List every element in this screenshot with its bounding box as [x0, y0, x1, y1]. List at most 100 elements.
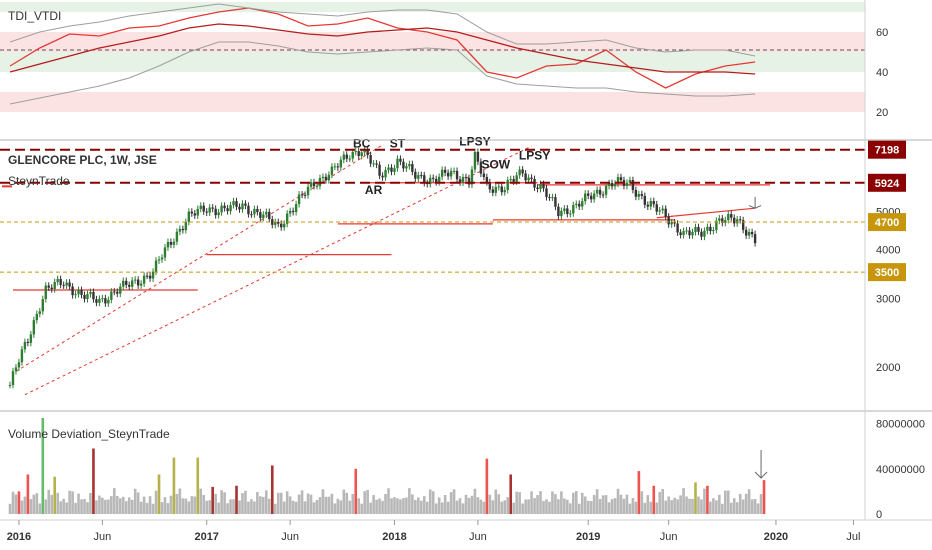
tdi-zone	[0, 52, 865, 72]
volume-bar	[667, 496, 670, 514]
candle-body	[92, 291, 95, 300]
volume-bar	[723, 490, 727, 514]
volume-tick-label: 0	[876, 509, 882, 521]
candle-body	[482, 173, 486, 177]
candle-body	[62, 284, 65, 286]
volume-bar	[533, 498, 536, 514]
volume-bar	[11, 491, 15, 514]
volume-bar	[685, 496, 688, 514]
volume-bar	[327, 496, 331, 514]
volume-bar	[500, 501, 504, 514]
candle-body	[387, 167, 390, 171]
wyckoff-label: AR	[365, 183, 383, 197]
candle-body	[736, 219, 739, 224]
candle-body	[101, 298, 104, 300]
volume-bar	[488, 494, 492, 514]
candle-body	[461, 177, 465, 183]
volume-bar	[458, 498, 462, 514]
candle-body	[235, 201, 238, 207]
volume-bar	[706, 485, 709, 514]
volume-bar	[753, 498, 757, 514]
candle-body	[238, 206, 241, 210]
volume-bar	[402, 498, 405, 514]
volume-bar	[20, 500, 24, 514]
candle-body	[545, 188, 548, 198]
candle-body	[518, 169, 521, 176]
volume-bar	[303, 501, 307, 514]
candle-body	[625, 182, 629, 186]
candle-body	[536, 187, 539, 189]
volume-bar	[71, 491, 74, 514]
volume-bar	[330, 493, 334, 514]
candle-body	[11, 371, 15, 386]
wyckoff-label: BC	[353, 136, 371, 150]
volume-bar	[419, 500, 423, 514]
candle-body	[432, 177, 435, 179]
candle-body	[29, 334, 33, 343]
volume-bar	[461, 503, 465, 514]
volume-bar	[580, 492, 584, 514]
candle-body	[208, 207, 211, 213]
volume-bar	[452, 489, 456, 514]
volume-bar	[309, 494, 313, 514]
volume-bar	[762, 480, 766, 514]
candle-body	[47, 285, 50, 288]
volume-bar	[408, 488, 411, 514]
volume-panel-title: Volume Deviation_SteynTrade	[8, 427, 170, 441]
volume-bar	[396, 498, 399, 514]
candle-body	[429, 177, 432, 185]
candle-body	[321, 176, 325, 179]
candle-body	[521, 169, 524, 174]
candle-body	[485, 176, 489, 183]
tdi-tick-label: 40	[876, 67, 888, 79]
price-tag-box	[868, 173, 906, 192]
candle-body	[679, 232, 682, 235]
candle-body	[578, 203, 581, 207]
candle-body	[312, 182, 316, 187]
volume-bar	[324, 496, 328, 514]
candle-body	[184, 221, 188, 231]
candle-body	[128, 284, 131, 287]
tdi-tick-label: 60	[876, 27, 888, 39]
candle-body	[56, 278, 59, 282]
candle-body	[464, 177, 468, 179]
volume-bar	[437, 497, 441, 514]
volume-bar	[729, 502, 733, 514]
volume-bar	[115, 496, 119, 514]
volume-bar	[333, 503, 337, 514]
candle-body	[250, 214, 253, 216]
candle-body	[14, 367, 18, 372]
volume-bar	[697, 496, 700, 514]
price-tag-box	[868, 140, 906, 159]
channel-upper-line	[15, 144, 383, 372]
candle-body	[494, 187, 498, 193]
volume-bar	[291, 500, 295, 514]
volume-bar	[700, 499, 703, 514]
volume-bar	[68, 490, 71, 514]
volume-bar	[315, 499, 319, 514]
candle-body	[297, 194, 301, 205]
candle-body	[581, 201, 584, 207]
candle-body	[703, 230, 706, 237]
candle-body	[220, 205, 223, 213]
volume-bar	[485, 458, 489, 514]
volume-bar	[616, 488, 620, 514]
volume-bar	[288, 496, 292, 514]
volume-bar	[208, 500, 211, 514]
candle-body	[390, 167, 393, 172]
volume-bar	[661, 488, 665, 514]
volume-bar	[527, 499, 530, 514]
candle-body	[369, 155, 372, 164]
volume-bar	[735, 502, 739, 514]
volume-bar	[726, 490, 730, 514]
volume-bar	[467, 497, 471, 514]
volume-bar	[187, 501, 191, 514]
candle-body	[330, 166, 334, 175]
volume-bar	[297, 494, 301, 514]
candle-body	[178, 228, 182, 232]
candle-body	[232, 201, 235, 206]
candle-body	[107, 299, 110, 304]
candle-body	[154, 260, 158, 272]
volume-bar	[721, 503, 724, 514]
